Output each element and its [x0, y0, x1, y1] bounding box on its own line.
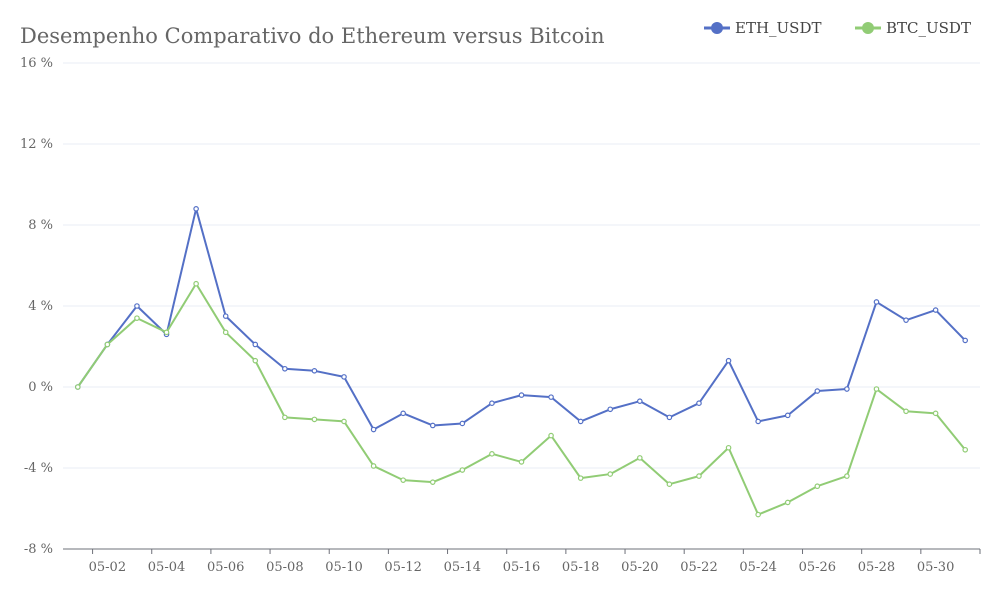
data-point[interactable]	[548, 432, 554, 439]
y-tick-label: -4 %	[24, 461, 53, 476]
data-point[interactable]	[311, 416, 318, 423]
data-point[interactable]	[548, 394, 554, 400]
data-point[interactable]	[607, 406, 614, 413]
x-tick-label: 05-24	[739, 560, 776, 575]
x-tick-label: 05-14	[444, 560, 481, 575]
data-point[interactable]	[370, 426, 377, 433]
data-point[interactable]	[784, 499, 791, 506]
data-point[interactable]	[252, 341, 259, 348]
x-tick-label: 05-12	[384, 560, 421, 575]
data-point[interactable]	[193, 206, 199, 212]
data-point[interactable]	[755, 418, 761, 425]
data-point[interactable]	[518, 459, 525, 465]
legend-label: ETH_USDT	[735, 19, 821, 37]
data-point[interactable]	[932, 410, 939, 417]
y-tick-label: -8 %	[24, 542, 53, 557]
data-point[interactable]	[489, 400, 495, 407]
legend-label: BTC_USDT	[886, 19, 971, 37]
x-tick-label: 05-26	[799, 560, 836, 575]
data-point[interactable]	[814, 388, 821, 394]
legend[interactable]: ETH_USDT BTC_USDT	[704, 19, 971, 37]
data-point[interactable]	[755, 511, 761, 518]
data-point[interactable]	[429, 479, 436, 485]
data-point[interactable]	[134, 303, 140, 309]
y-tick-label: 0 %	[28, 380, 53, 395]
data-point[interactable]	[400, 410, 406, 417]
data-point[interactable]	[696, 473, 702, 479]
data-point[interactable]	[903, 317, 909, 323]
data-point[interactable]	[252, 357, 259, 364]
data-point[interactable]	[903, 408, 909, 415]
data-point[interactable]	[844, 473, 850, 479]
data-point[interactable]	[784, 412, 791, 419]
x-tick-label: 05-30	[917, 560, 954, 575]
data-point[interactable]	[577, 475, 584, 481]
data-point[interactable]	[222, 329, 229, 336]
data-point[interactable]	[696, 400, 702, 407]
data-point[interactable]	[429, 422, 436, 429]
series-ETH_USDT	[74, 206, 969, 433]
y-tick-label: 12 %	[20, 137, 53, 152]
data-point[interactable]	[282, 365, 288, 372]
x-tick-label: 05-04	[148, 560, 185, 575]
data-point[interactable]	[873, 299, 880, 305]
data-point[interactable]	[222, 313, 229, 319]
y-tick-label: 16 %	[20, 56, 53, 71]
data-point[interactable]	[637, 455, 643, 461]
data-point[interactable]	[932, 307, 939, 313]
data-point[interactable]	[873, 386, 880, 392]
x-tick-label: 05-10	[325, 560, 362, 575]
x-tick-label: 05-16	[503, 560, 540, 575]
series-BTC_USDT	[74, 280, 969, 518]
legend-marker	[711, 22, 723, 34]
data-point[interactable]	[666, 414, 673, 421]
x-tick-label: 05-22	[680, 560, 717, 575]
data-point[interactable]	[637, 398, 643, 404]
data-point[interactable]	[962, 446, 969, 453]
x-tick-label: 05-08	[266, 560, 303, 575]
data-point[interactable]	[311, 367, 318, 374]
data-point[interactable]	[459, 420, 466, 427]
data-point[interactable]	[607, 471, 614, 477]
data-point[interactable]	[489, 451, 495, 457]
chart-title: Desempenho Comparativo do Ethereum versu…	[20, 24, 604, 48]
x-tick-label: 05-18	[562, 560, 599, 575]
x-tick-label: 05-06	[207, 560, 244, 575]
data-point[interactable]	[666, 481, 673, 488]
data-point[interactable]	[163, 329, 170, 336]
data-point[interactable]	[341, 418, 347, 425]
data-point[interactable]	[459, 467, 466, 473]
y-tick-label: 8 %	[28, 218, 53, 233]
x-tick-label: 05-28	[858, 560, 895, 575]
x-tick-label: 05-02	[89, 560, 126, 575]
data-point[interactable]	[962, 337, 969, 344]
legend-marker	[862, 22, 874, 34]
data-point[interactable]	[104, 341, 111, 348]
x-tick-label: 05-20	[621, 560, 658, 575]
data-point[interactable]	[725, 357, 732, 364]
data-point[interactable]	[193, 280, 199, 287]
data-point[interactable]	[725, 444, 732, 451]
legend-item-BTC_USDT[interactable]: BTC_USDT	[855, 19, 971, 37]
series-line	[76, 282, 966, 516]
data-point[interactable]	[341, 374, 347, 380]
data-point[interactable]	[370, 463, 377, 469]
x-axis: 05-02 05-04 05-06 05-08 05-10 05-12 05-14 05-16…	[63, 548, 981, 575]
data-point[interactable]	[282, 414, 288, 421]
y-tick-label: 4 %	[28, 299, 53, 314]
grid	[63, 62, 980, 469]
data-point[interactable]	[518, 392, 525, 398]
data-point[interactable]	[814, 483, 821, 490]
data-point[interactable]	[74, 384, 81, 390]
series	[74, 206, 969, 518]
y-axis-tick-labels: -8 % -4 % 0 % 4 % 8 % 12 % 16 %	[20, 56, 53, 557]
data-point[interactable]	[844, 386, 850, 392]
legend-item-ETH_USDT[interactable]: ETH_USDT	[704, 19, 821, 37]
data-point[interactable]	[577, 418, 584, 425]
data-point[interactable]	[134, 315, 140, 321]
data-point[interactable]	[400, 477, 406, 483]
